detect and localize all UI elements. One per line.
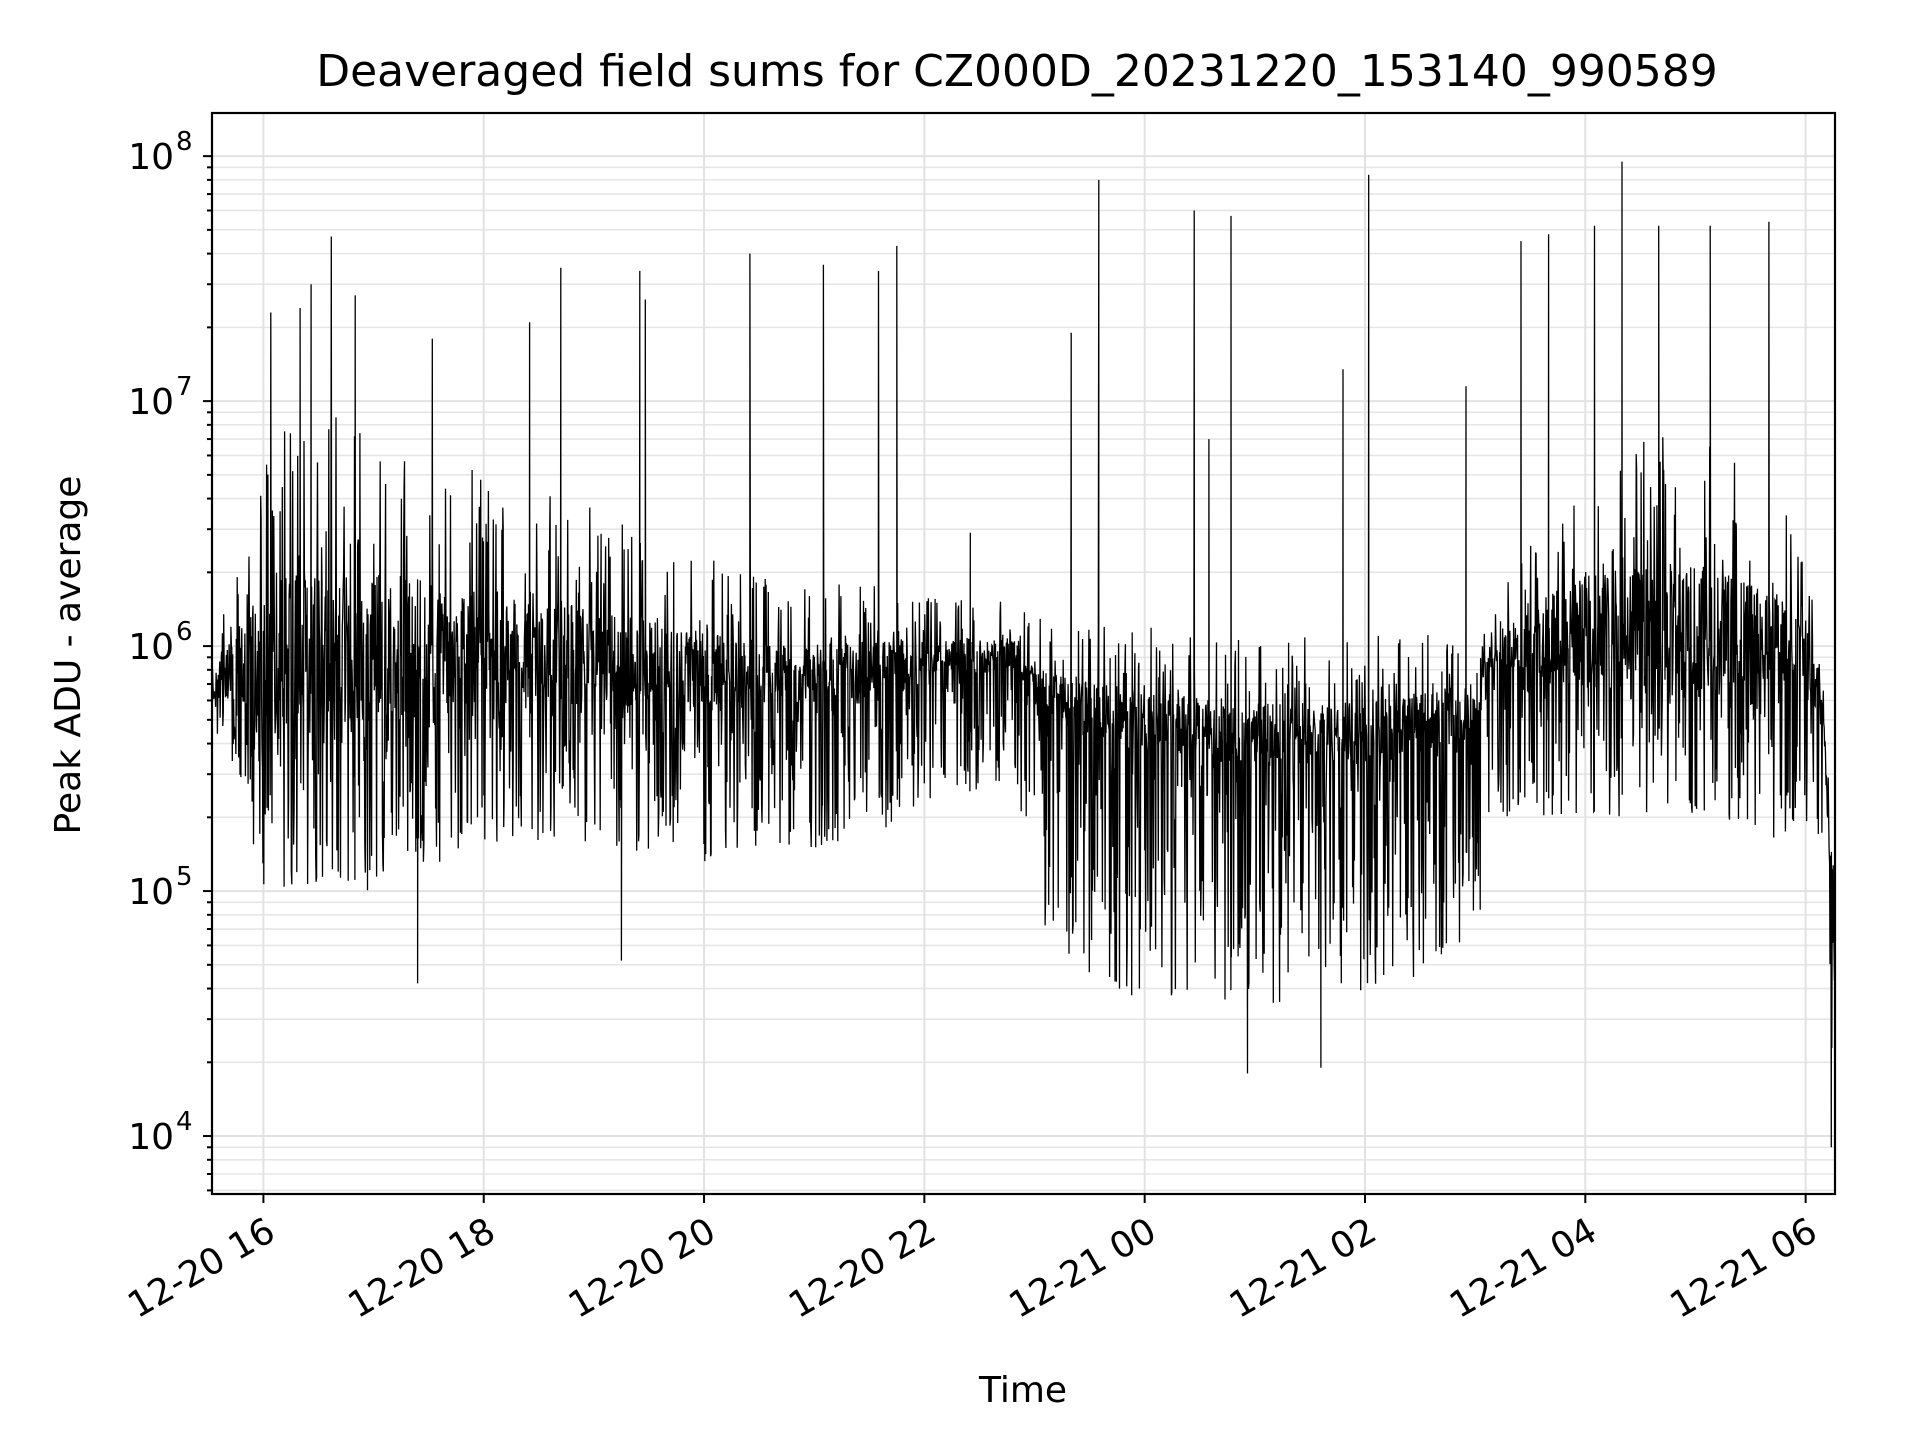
y-tick-exponent: 4 [176,1107,193,1137]
y-tick-exponent: 6 [176,617,193,647]
y-tick-label: 10 [128,382,174,423]
x-axis-label: Time [978,1370,1067,1411]
y-tick-label: 10 [128,872,174,913]
chart-title: Deaveraged field sums for CZ000D_2023122… [316,46,1718,97]
y-tick-label: 10 [128,1117,174,1158]
y-tick-exponent: 5 [176,862,193,892]
y-tick-exponent: 8 [176,127,193,157]
y-tick-label: 10 [128,137,174,178]
series-line [211,161,1836,1148]
y-tick-label: 10 [128,627,174,668]
y-tick-exponent: 7 [176,372,193,402]
data-series [211,161,1836,1148]
plot-frame [210,111,1837,1196]
y-axis-label: Peak ADU - average [48,476,89,835]
